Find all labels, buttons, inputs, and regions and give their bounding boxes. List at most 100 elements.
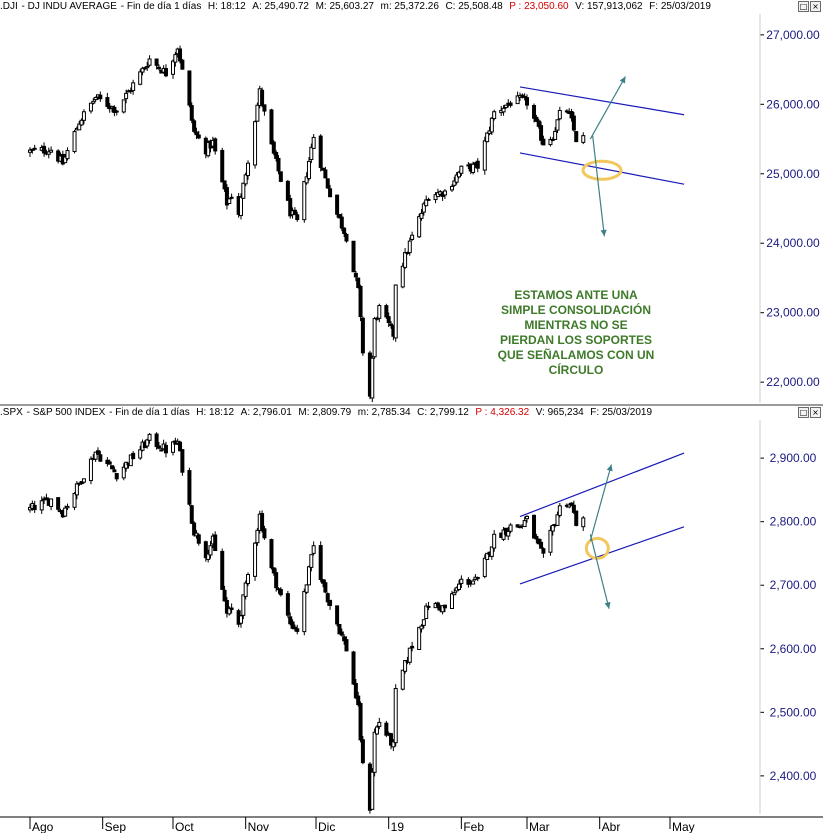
panel-divider[interactable] xyxy=(0,404,823,406)
dji-candle-body xyxy=(142,67,147,70)
spx-low: m: 2,785.34 xyxy=(357,407,411,418)
dji-low: m: 25,372.26 xyxy=(380,1,439,12)
dji-candle-body xyxy=(492,111,497,120)
dji-candle-body xyxy=(206,142,211,157)
spx-candle-body xyxy=(302,590,307,633)
dji-candle-body xyxy=(393,284,398,339)
spx-candle-body xyxy=(93,451,98,460)
dji-candle-body xyxy=(351,240,356,273)
dji-candle-body xyxy=(539,125,544,141)
dji-candle-body xyxy=(178,48,183,62)
dji-candle-body xyxy=(138,71,143,85)
dji-time: H: 18:12 xyxy=(207,1,246,12)
spx-maximize-button[interactable]: □ xyxy=(798,407,809,418)
spx-symbol: .SPX xyxy=(0,407,23,418)
spx-time: H: 18:12 xyxy=(196,407,235,418)
spx-candle-body xyxy=(377,721,382,727)
dji-candle-body xyxy=(241,182,246,199)
dji-date: F: 25/03/2019 xyxy=(649,1,711,12)
dji-maximize-button[interactable]: □ xyxy=(798,1,809,12)
dji-candle-body xyxy=(72,131,77,153)
dji-close: C: 25,508.48 xyxy=(445,1,503,12)
spx-candle-body xyxy=(65,505,70,509)
dji-candle-body xyxy=(246,162,251,177)
spx-p-value: P : 4,326.32 xyxy=(475,407,530,418)
spx-candle-body xyxy=(417,626,422,650)
spx-close-button[interactable]: × xyxy=(810,407,821,418)
spx-panel-header: .SPX - S&P 500 INDEX - Fin de día 1 días… xyxy=(0,406,823,420)
spx-candle-body xyxy=(466,579,471,585)
spx-candle-body xyxy=(269,539,274,569)
month-label: Feb xyxy=(463,820,484,833)
dji-candle-body xyxy=(386,316,391,324)
spx-candle-body xyxy=(88,458,93,482)
spx-candle-body xyxy=(295,628,300,632)
month-label: 19 xyxy=(391,820,405,833)
dji-candle-body xyxy=(65,150,70,160)
spx-candle-body xyxy=(539,541,544,549)
dji-ytick-label: 25,000.00 xyxy=(766,167,820,181)
dji-name: DJ INDU AVERAGE xyxy=(27,1,117,12)
spx-breakdown-arrow-down-head xyxy=(604,601,611,609)
dji-candle-body xyxy=(503,104,508,109)
dji-candle-body xyxy=(196,134,201,139)
dji-candle-body xyxy=(370,357,375,399)
spx-candle-body xyxy=(391,741,396,748)
dji-breakout-arrow-up xyxy=(589,76,626,140)
dji-candle-body xyxy=(337,214,342,219)
dji-candle-body xyxy=(309,146,314,161)
dji-candle-body xyxy=(553,130,558,140)
spx-candle-body xyxy=(154,433,159,448)
dji-candle-body xyxy=(171,60,176,75)
dji-candle-body xyxy=(311,136,316,149)
dji-candle-body xyxy=(285,180,290,201)
spx-ytick-label: 2,400.00 xyxy=(770,769,817,783)
dji-candle-body xyxy=(295,214,300,221)
dji-candle-body xyxy=(79,119,84,126)
spx-candle-body xyxy=(208,545,213,556)
dji-candle-body xyxy=(353,272,358,278)
month-label: Abr xyxy=(602,820,621,833)
dji-candle-body xyxy=(213,138,218,152)
dji-support-circle xyxy=(581,159,623,181)
dji-close-button[interactable]: × xyxy=(810,1,821,12)
spx-candle-body xyxy=(243,582,248,597)
dji-candle-body xyxy=(88,102,93,112)
dji-candle-body xyxy=(304,176,309,184)
spx-candle-body xyxy=(147,433,152,441)
spx-candle-body xyxy=(121,466,126,479)
dji-candle-body xyxy=(274,152,279,159)
spx-breakout-arrow-up-head xyxy=(606,464,613,472)
spx-candle-body xyxy=(449,593,454,609)
dji-candle-body xyxy=(372,318,377,358)
dji-candle-body xyxy=(471,163,476,173)
spx-candle-body xyxy=(292,626,297,630)
spx-candle-body xyxy=(241,594,246,616)
dji-candle-body xyxy=(180,59,185,70)
dji-candle-body xyxy=(328,188,333,198)
spx-ytick-label: 2,800.00 xyxy=(770,515,817,529)
spx-candle-body xyxy=(440,605,445,613)
spx-candle-body xyxy=(187,470,192,505)
spx-candle-body xyxy=(253,542,258,577)
spx-candle-body xyxy=(569,502,574,506)
spx-candle-body xyxy=(328,599,333,606)
dji-candle-body xyxy=(81,111,86,121)
spx-candle-body xyxy=(260,513,265,531)
dji-candle-body xyxy=(114,110,119,113)
spx-candle-body xyxy=(290,621,295,629)
dji-breakdown-arrow-down xyxy=(592,135,605,237)
spx-ytick-label: 2,900.00 xyxy=(770,451,817,465)
dji-period: Fin de día 1 días xyxy=(126,1,202,12)
spx-candle-body xyxy=(311,545,316,554)
dji-candle-body xyxy=(555,119,560,131)
dji-candle-body xyxy=(262,104,267,112)
dji-candle-body xyxy=(288,198,293,217)
dji-candle-body xyxy=(489,117,494,133)
spx-candle-body xyxy=(400,669,405,690)
spx-candle-body xyxy=(344,639,349,652)
spx-candle-body xyxy=(372,731,377,773)
spx-candle-body xyxy=(192,522,197,536)
dji-candle-body xyxy=(419,212,424,219)
